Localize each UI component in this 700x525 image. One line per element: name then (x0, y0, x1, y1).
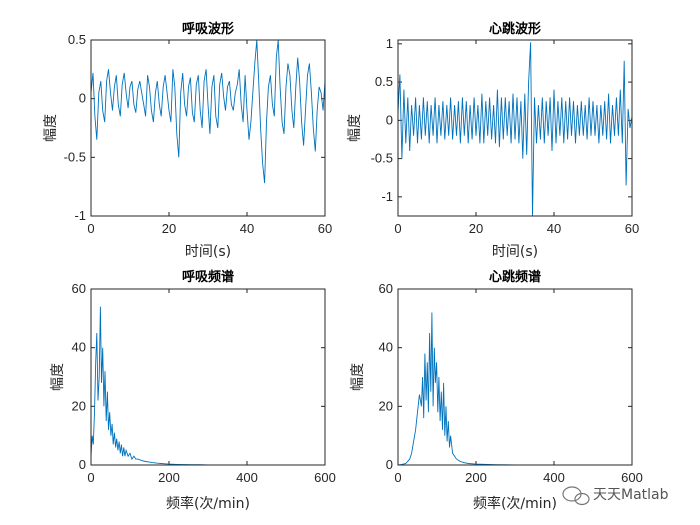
heart-wave-series-line (397, 42, 633, 217)
resp-spec-xtick-label: 0 (87, 470, 94, 485)
wechat-bubble-icon (562, 486, 590, 506)
heart-spec-ytick-label: 60 (379, 281, 393, 296)
resp-spec-xtick-label: 400 (236, 470, 258, 485)
heart-spec-series-line (397, 312, 632, 466)
heart-spec-ytick-label: 0 (386, 457, 393, 472)
resp-spec-ytick-label: 40 (72, 340, 86, 355)
heart-wave-ytick-label: 0 (386, 112, 393, 127)
resp-wave-axes-box (90, 39, 326, 217)
resp-wave-series-line (90, 39, 326, 184)
heart-spec-panel: 心跳频谱 0 200 400 600 0 20 40 60 频率(次/min) 幅度 (350, 269, 643, 512)
heart-wave-xtick-label: 60 (625, 221, 639, 236)
heart-wave-xtick-label: 20 (469, 221, 483, 236)
heart-spec-xtick-label: 0 (394, 470, 401, 485)
resp-wave-panel: 呼吸波形 0 20 40 60 -1 -0.5 0 0.5 时间(s) 幅度 (43, 21, 332, 260)
heart-wave-ytick-label: 0.5 (375, 74, 393, 89)
resp-spec-xtick-label: 200 (158, 470, 180, 485)
resp-spec-ytick-label: 60 (72, 281, 86, 296)
resp-spec-ytick-label: 0 (79, 457, 86, 472)
resp-wave-xtick-label: 40 (240, 221, 254, 236)
resp-spec-xtick-label: 600 (314, 470, 336, 485)
resp-wave-ytick-label: 0 (79, 91, 86, 106)
resp-wave-title: 呼吸波形 (182, 21, 234, 37)
heart-spec-title: 心跳频谱 (489, 269, 541, 285)
resp-wave-xtick-label: 60 (318, 221, 332, 236)
heart-wave-ytick-label: -0.5 (371, 151, 393, 166)
resp-wave-xtick-label: 0 (87, 221, 94, 236)
watermark-text: 天天Matlab (593, 487, 669, 503)
resp-spec-series-line (90, 306, 325, 466)
heart-spec-xtick-label: 200 (465, 470, 487, 485)
watermark: 天天Matlab (562, 486, 669, 506)
resp-wave-xtick-label: 20 (162, 221, 176, 236)
heart-wave-xtick-label: 40 (547, 221, 561, 236)
heart-spec-xtick-label: 400 (543, 470, 565, 485)
resp-wave-ytick-label: -1 (74, 208, 86, 223)
resp-spec-title: 呼吸频谱 (182, 269, 234, 285)
heart-spec-axes-box (397, 288, 633, 466)
resp-spec-ytick-label: 20 (72, 398, 86, 413)
resp-wave-ytick-label: 0.5 (68, 32, 86, 47)
resp-wave-ylabel: 幅度 (43, 114, 59, 142)
heart-spec-xlabel: 频率(次/min) (473, 495, 557, 512)
heart-wave-ylabel: 幅度 (347, 114, 363, 142)
heart-wave-xtick-label: 0 (394, 221, 401, 236)
heart-spec-ylabel: 幅度 (350, 363, 366, 391)
resp-spec-xlabel: 频率(次/min) (166, 495, 250, 512)
heart-wave-ytick-label: 1 (386, 36, 393, 51)
heart-spec-ytick-label: 20 (379, 398, 393, 413)
heart-wave-axes-box (397, 39, 633, 217)
heart-spec-ytick-label: 40 (379, 340, 393, 355)
heart-spec-xtick-label: 600 (621, 470, 643, 485)
heart-wave-panel: 心跳波形 0 20 40 60 -1 -0.5 0 0.5 1 时间(s) 幅度 (347, 21, 639, 260)
resp-wave-xlabel: 时间(s) (185, 244, 231, 260)
heart-wave-xlabel: 时间(s) (492, 244, 538, 260)
heart-wave-title: 心跳波形 (489, 21, 541, 37)
resp-spec-axes-box (90, 288, 326, 466)
resp-wave-ytick-label: -0.5 (64, 149, 86, 164)
resp-spec-ylabel: 幅度 (50, 363, 66, 391)
heart-wave-ytick-label: -1 (381, 189, 393, 204)
resp-spec-panel: 呼吸频谱 0 200 400 600 0 20 40 60 频率(次/min) 幅度 (50, 269, 336, 512)
